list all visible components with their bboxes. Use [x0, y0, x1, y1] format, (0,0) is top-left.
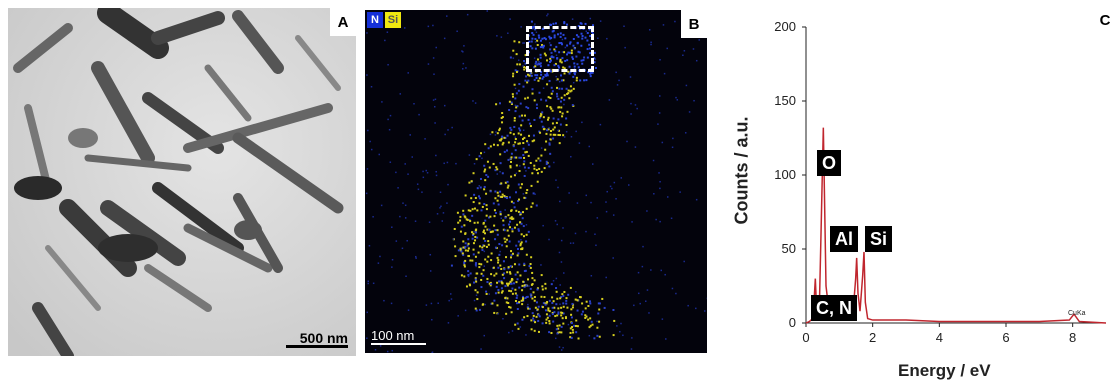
x-tick-label: 4 [935, 330, 943, 345]
tem-nanotube-image [8, 8, 356, 356]
peak-label-cn: C, N [811, 295, 857, 321]
x-tick-label: 0 [802, 330, 810, 345]
y-axis-label: Counts / a.u. [731, 116, 752, 225]
peak-label-si: Si [865, 226, 893, 252]
y-tick-label: 100 [774, 167, 796, 182]
y-tick-label: 150 [774, 93, 796, 108]
scale-bar [371, 343, 426, 345]
x-tick-label: 6 [1002, 330, 1010, 345]
tem-micrograph-panel: A 500 nm [8, 8, 356, 356]
region-of-interest-box [526, 26, 594, 72]
x-axis-label: Energy / eV [898, 361, 991, 380]
scale-bar [286, 345, 348, 348]
y-tick-label: 0 [788, 315, 796, 330]
y-tick-label: 200 [774, 19, 796, 34]
panel-letter-b: B [681, 10, 707, 38]
peak-label-al: Al [830, 226, 858, 252]
eds-map-panel: N Si B 100 nm [365, 10, 707, 353]
panel-letter-a: A [330, 8, 356, 36]
y-tick-label: 50 [781, 241, 796, 256]
eds-elemental-map [365, 10, 707, 353]
legend-si-swatch: Si [385, 12, 401, 28]
peak-label-cuka: CuKa [1068, 310, 1086, 317]
legend-n-swatch: N [367, 12, 383, 28]
edx-spectrum-panel: C Counts / a.u. Energy / eV O Al Si C, N… [720, 0, 1118, 385]
peak-label-o: O [817, 150, 842, 176]
scale-bar-label: 500 nm [299, 330, 348, 346]
scale-bar-label: 100 nm [371, 328, 415, 343]
x-tick-label: 8 [1069, 330, 1077, 345]
axis-lines [805, 27, 1106, 324]
panel-letter-c: C [1092, 6, 1118, 34]
x-tick-label: 2 [869, 330, 877, 345]
